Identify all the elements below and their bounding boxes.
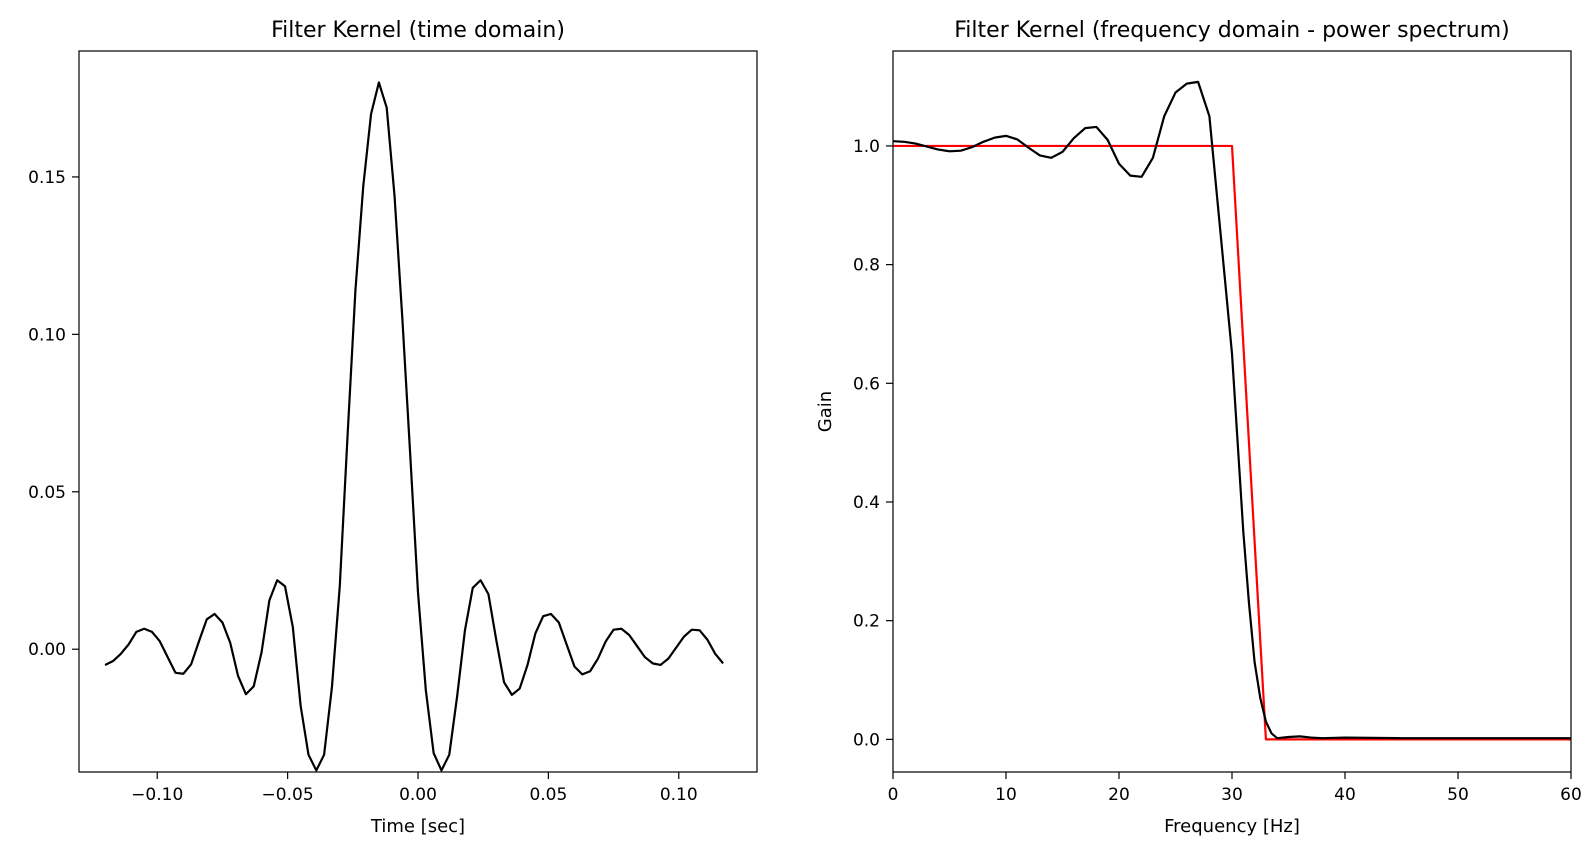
series-line-2 bbox=[893, 80, 1571, 740]
x-tick-label: −0.05 bbox=[262, 785, 314, 805]
y-tick-label: 0.8 bbox=[853, 256, 880, 276]
chart-title: Filter Kernel (frequency domain - power … bbox=[954, 18, 1510, 43]
x-tick-label: 0.05 bbox=[529, 785, 567, 805]
series-line-1 bbox=[104, 81, 724, 772]
x-tick-label: 50 bbox=[1447, 785, 1469, 805]
x-tick-label: 30 bbox=[1221, 785, 1243, 805]
y-tick-label: 0.2 bbox=[853, 612, 880, 632]
x-tick-label: −0.10 bbox=[131, 785, 183, 805]
y-tick-label: 1.0 bbox=[853, 137, 880, 157]
x-tick-label: 40 bbox=[1334, 785, 1356, 805]
series-line-1 bbox=[893, 144, 1571, 741]
x-tick-label: 60 bbox=[1560, 785, 1582, 805]
x-tick-label: 0.10 bbox=[660, 785, 698, 805]
y-axis-label: Gain bbox=[815, 391, 836, 432]
x-tick-label: 0.00 bbox=[399, 785, 437, 805]
y-tick-label: 0.0 bbox=[853, 730, 880, 750]
chart-panel-1: −0.10 −0.05 0.00 0.05 0.10 0.00 0.05 0.10 0.15 Fi… bbox=[28, 18, 758, 837]
x-tick-label: 0 bbox=[888, 785, 899, 805]
x-axis-label: Time [sec] bbox=[370, 816, 465, 837]
x-axis-label: Frequency [Hz] bbox=[1164, 816, 1300, 837]
x-tick-label: 10 bbox=[995, 785, 1017, 805]
y-tick-label: 0.00 bbox=[28, 640, 66, 660]
chart-title: Filter Kernel (time domain) bbox=[271, 18, 565, 43]
x-tick-label: 20 bbox=[1108, 785, 1130, 805]
y-tick-label: 0.05 bbox=[28, 483, 66, 503]
y-tick-label: 0.10 bbox=[28, 325, 66, 345]
y-tick-label: 0.15 bbox=[28, 168, 66, 188]
y-tick-label: 0.6 bbox=[853, 374, 880, 394]
chart-panel-2: 0 10 20 30 40 50 60 0.0 0.2 0.4 0.6 0.8 1.0 Filter Ke… bbox=[815, 18, 1582, 837]
y-tick-label: 0.4 bbox=[853, 493, 880, 513]
